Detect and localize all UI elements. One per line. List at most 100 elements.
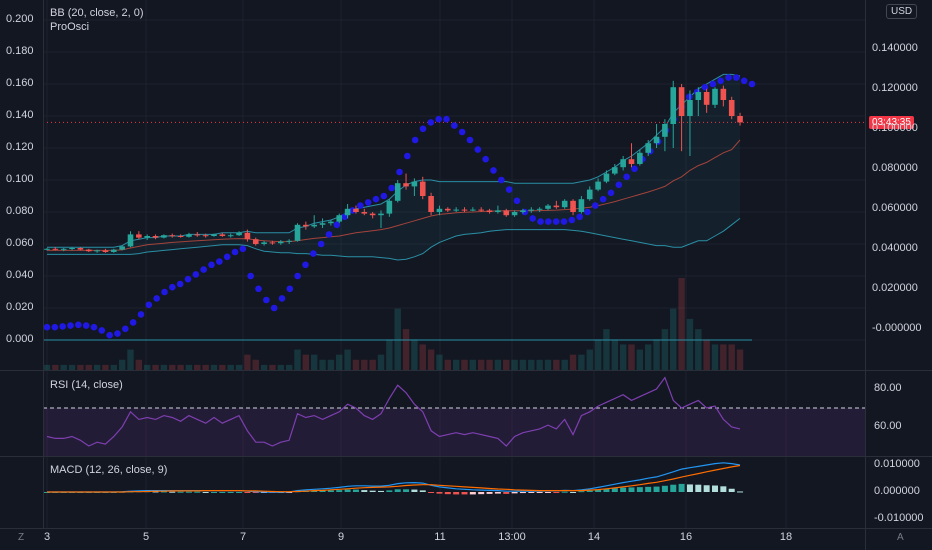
- sar-dot: [505, 186, 513, 193]
- sar-dot: [216, 258, 223, 265]
- sar-dot: [263, 296, 270, 304]
- candle-body: [461, 209, 468, 211]
- sar-dot: [317, 240, 325, 248]
- candle-body: [144, 236, 150, 238]
- volume-bar: [144, 364, 151, 370]
- sar-dot: [599, 195, 607, 203]
- candle-body: [102, 250, 109, 252]
- volume-bar: [678, 278, 685, 370]
- candle-body: [319, 223, 326, 225]
- candle-body: [328, 221, 334, 224]
- candle-body: [403, 183, 409, 187]
- candle-body: [244, 232, 251, 240]
- candle-body: [478, 209, 484, 211]
- sar-dot: [552, 218, 560, 225]
- volume-bar: [260, 364, 268, 370]
- macd-legend[interactable]: MACD (12, 26, close, 9): [50, 464, 168, 476]
- sar-dot: [59, 323, 66, 330]
- candle-body: [445, 208, 451, 211]
- volume-bar: [544, 359, 552, 370]
- sar-dot: [67, 322, 74, 329]
- volume-bar: [194, 364, 201, 370]
- sar-dot: [43, 323, 51, 331]
- left-axis-tick: 0.160: [6, 77, 34, 89]
- candle-body: [344, 208, 351, 216]
- candle-body: [678, 87, 685, 116]
- x-axis-tick: 3: [43, 531, 51, 543]
- volume-bar: [394, 308, 401, 370]
- bb-legend[interactable]: BB (20, close, 2, 0): [50, 7, 144, 19]
- sar-dot: [286, 285, 294, 293]
- volume-bar: [494, 359, 502, 370]
- left-axis-tick: 0.100: [6, 173, 34, 185]
- volume-bar: [461, 359, 468, 370]
- proosci-legend[interactable]: ProOsci: [50, 21, 90, 33]
- volume-bar: [352, 359, 360, 370]
- volume-bar: [135, 359, 143, 370]
- candle-body: [486, 210, 493, 212]
- sar-dot: [333, 221, 341, 229]
- macd-pane: [44, 462, 744, 495]
- left-axis-tick: 0.200: [6, 13, 34, 25]
- macd-histogram-bar: [344, 489, 351, 492]
- right-axis-tick: 0.140000: [872, 42, 918, 54]
- currency-badge[interactable]: USD: [886, 4, 918, 19]
- zoom-toggle-icon[interactable]: Z: [18, 532, 25, 543]
- macd-histogram-bar: [202, 492, 209, 493]
- volume-bar: [327, 359, 335, 370]
- sar-dot: [482, 155, 489, 163]
- volume-bar: [636, 349, 644, 370]
- volume-bar: [536, 359, 543, 370]
- sar-dot: [82, 322, 90, 329]
- sar-dot: [490, 167, 497, 174]
- macd-histogram-bar: [453, 492, 460, 495]
- macd-histogram-bar: [586, 490, 593, 492]
- sar-dot: [592, 202, 599, 209]
- sar-dot: [129, 319, 137, 326]
- volume-bar: [569, 354, 577, 370]
- candle-body: [586, 189, 593, 200]
- volume-bar: [611, 339, 618, 370]
- macd-histogram-bar: [436, 492, 443, 494]
- sar-dot: [357, 202, 364, 209]
- sar-dot: [388, 184, 395, 192]
- volume-bar: [444, 359, 451, 370]
- auto-scale-toggle[interactable]: A: [897, 532, 904, 543]
- macd-histogram-bar: [428, 492, 435, 493]
- volume-bar: [102, 364, 109, 370]
- macd-histogram-bar: [411, 489, 418, 492]
- sar-dot: [310, 250, 317, 257]
- x-axis-tick: 5: [142, 531, 150, 543]
- macd-histogram-bar: [728, 488, 735, 492]
- candle-body: [286, 240, 292, 242]
- candle-body: [127, 234, 134, 247]
- sar-dot: [498, 176, 505, 184]
- candle-body: [536, 208, 543, 210]
- sar-dot: [239, 245, 247, 253]
- sar-dot: [435, 115, 442, 123]
- volume-bar: [85, 364, 92, 370]
- left-axis-tick: 0.060: [6, 237, 34, 249]
- volume-bar: [185, 364, 193, 370]
- candle-body: [687, 100, 693, 116]
- macd-histogram-bar: [386, 490, 393, 492]
- sar-dot: [396, 168, 403, 176]
- candle-body: [169, 235, 176, 237]
- macd-histogram-bar: [686, 484, 693, 492]
- macd-histogram-bar: [720, 486, 727, 492]
- sar-dot: [184, 275, 192, 283]
- macd-histogram-bar: [352, 489, 359, 492]
- volume-bar: [427, 349, 435, 370]
- rsi-legend[interactable]: RSI (14, close): [50, 379, 123, 391]
- volume-bar: [77, 364, 84, 370]
- macd-histogram-bar: [403, 489, 410, 492]
- sar-dot: [294, 272, 301, 280]
- macd-histogram-bar: [703, 485, 710, 492]
- candlesticks: [44, 80, 743, 253]
- volume-bar: [736, 349, 744, 370]
- sar-dot: [560, 218, 568, 225]
- candle-body: [227, 235, 234, 237]
- candle-body: [653, 136, 660, 144]
- volume-bar: [619, 344, 627, 370]
- volume-bar: [344, 349, 351, 370]
